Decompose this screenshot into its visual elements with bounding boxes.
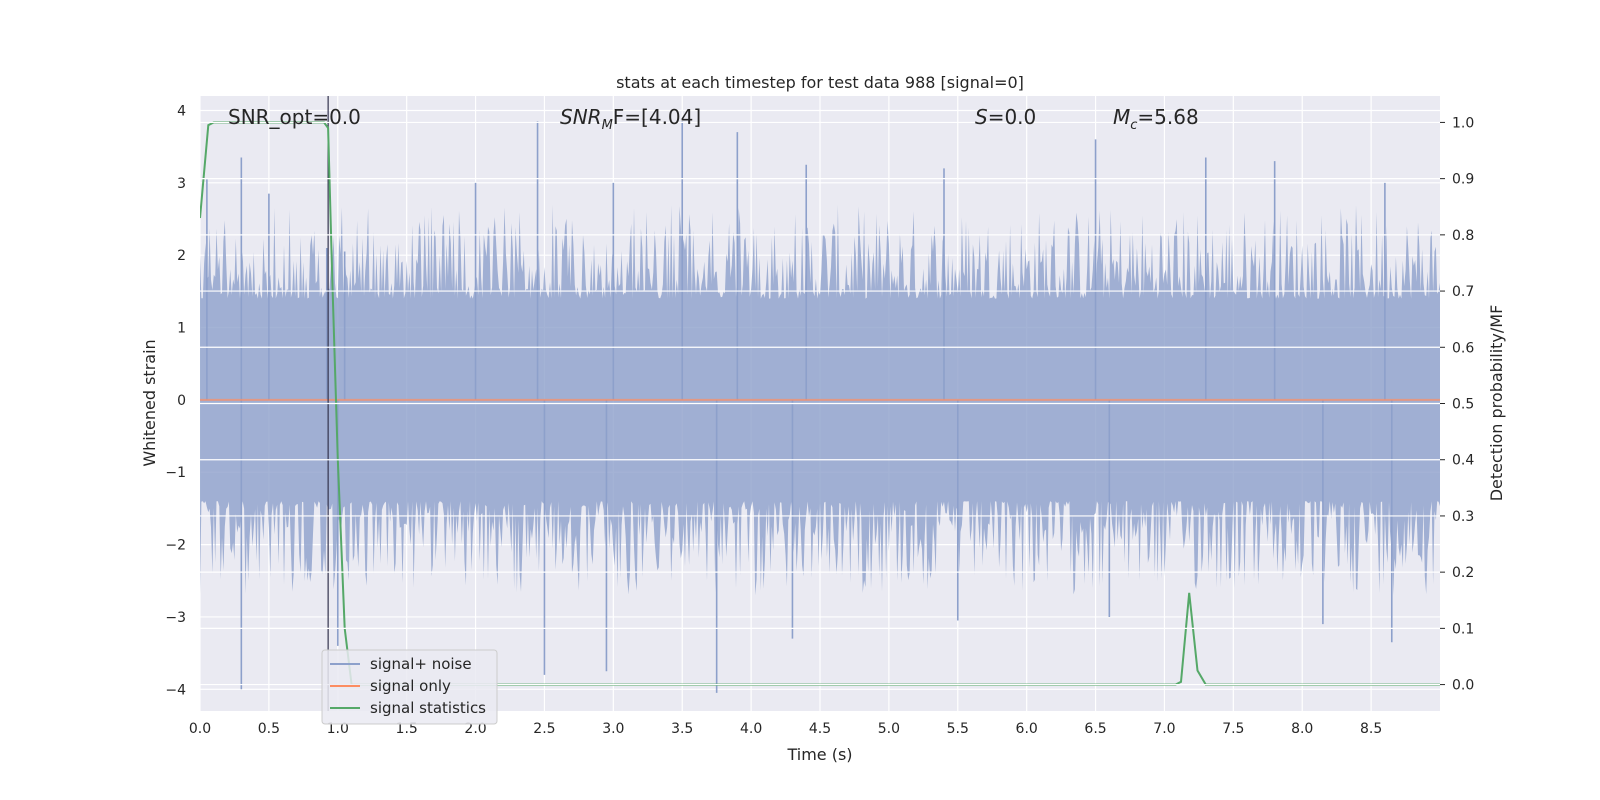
x-tick-label: 1.0 bbox=[327, 721, 349, 737]
y2-tick-label: 0.1 bbox=[1452, 621, 1474, 637]
y2-grid bbox=[200, 121, 1440, 686]
x-tick-label: 4.5 bbox=[809, 721, 831, 737]
y-tick-label: 2 bbox=[177, 248, 186, 264]
y2-tick-label: 0.4 bbox=[1452, 453, 1474, 469]
noise-spikes bbox=[206, 121, 1393, 693]
y2-tick-label: 1.0 bbox=[1452, 115, 1474, 131]
x-tick-label: 7.5 bbox=[1222, 721, 1244, 737]
legend-label-stats: signal statistics bbox=[370, 699, 486, 717]
y-tick-label: −3 bbox=[165, 610, 186, 626]
annotation-snr-opt: SNR_opt=0.0 bbox=[228, 105, 361, 129]
chart-title: stats at each timestep for test data 988… bbox=[616, 73, 1024, 92]
x-tick-label: 6.0 bbox=[1016, 721, 1038, 737]
s-main: S bbox=[975, 105, 988, 129]
snr-mf-rest: F=[4.04] bbox=[613, 105, 701, 129]
x-tick-label: 3.0 bbox=[602, 721, 624, 737]
mc-rest: =5.68 bbox=[1137, 105, 1198, 129]
y-tick-label: −1 bbox=[165, 465, 186, 481]
x-tick-label: 3.5 bbox=[671, 721, 693, 737]
y-tick-label: 0 bbox=[177, 393, 186, 409]
x-tick-label: 7.0 bbox=[1153, 721, 1175, 737]
y-tick-label: 4 bbox=[177, 103, 186, 119]
x-tick-label: 0.0 bbox=[189, 721, 211, 737]
annotation-s: S=0.0 bbox=[975, 105, 1036, 129]
y-tick-label: 3 bbox=[177, 176, 186, 192]
y-tick-label: −4 bbox=[165, 682, 186, 698]
y-tick-label: −2 bbox=[165, 538, 186, 554]
y-axis-label: Whitened strain bbox=[140, 339, 159, 466]
y2-tick-label: 0.3 bbox=[1452, 509, 1474, 525]
annotation-mc: Mc=5.68 bbox=[1113, 105, 1199, 133]
annotation-snr-mf: SNRMF=[4.04] bbox=[560, 105, 701, 133]
x-axis-label: Time (s) bbox=[786, 745, 852, 764]
y2-tick-label: 0.8 bbox=[1452, 228, 1474, 244]
x-tick-label: 0.5 bbox=[258, 721, 280, 737]
x-ticks: 0.0 0.5 1.0 1.5 2.0 2.5 3.0 3.5 4.0 4.5 5.0 5.5 6.0 6… bbox=[189, 721, 1382, 737]
snr-mf-main: SNR bbox=[560, 105, 602, 129]
s-rest: =0.0 bbox=[988, 105, 1037, 129]
mc-main: M bbox=[1113, 105, 1130, 129]
x-tick-label: 4.0 bbox=[740, 721, 762, 737]
x-tick-label: 5.0 bbox=[878, 721, 900, 737]
legend-label-signal: signal only bbox=[370, 677, 451, 695]
y-tick-label: 1 bbox=[177, 321, 186, 337]
y2-tick-label: 0.9 bbox=[1452, 172, 1474, 188]
mc-sub: c bbox=[1130, 118, 1137, 133]
y2-tick-label: 0.7 bbox=[1452, 284, 1474, 300]
y2-tick-label: 0.0 bbox=[1452, 678, 1474, 694]
x-tick-label: 5.5 bbox=[947, 721, 969, 737]
y2-axis-label: Detection probability/MF bbox=[1487, 305, 1506, 502]
y2-tick-label: 0.2 bbox=[1452, 565, 1474, 581]
x-tick-label: 1.5 bbox=[396, 721, 418, 737]
y2-tick-label: 0.5 bbox=[1452, 397, 1474, 413]
y2-tick-label: 0.6 bbox=[1452, 340, 1474, 356]
x-tick-label: 2.0 bbox=[464, 721, 486, 737]
y2-ticks: 1.0 0.9 0.8 0.7 0.6 0.5 0.4 0.3 0.2 0.1 0.0 bbox=[1440, 115, 1474, 694]
x-tick-label: 8.5 bbox=[1360, 721, 1382, 737]
legend: signal+ noise signal only signal statist… bbox=[321, 649, 498, 725]
legend-label-noise: signal+ noise bbox=[370, 655, 472, 673]
snr-mf-sub: M bbox=[602, 118, 613, 133]
x-tick-label: 8.0 bbox=[1291, 721, 1313, 737]
x-tick-label: 2.5 bbox=[533, 721, 555, 737]
x-tick-label: 6.5 bbox=[1084, 721, 1106, 737]
y-ticks: 4 3 2 1 0 −1 −2 −3 −4 bbox=[165, 103, 186, 698]
legend-box bbox=[321, 649, 498, 725]
